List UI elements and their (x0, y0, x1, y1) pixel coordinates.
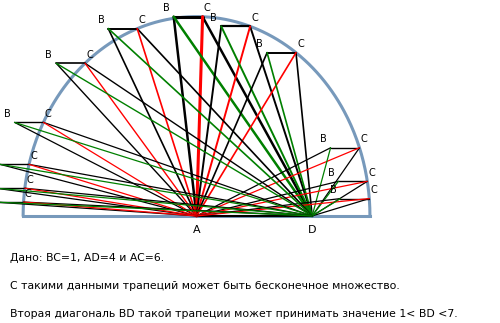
Text: C: C (368, 168, 376, 178)
Text: B: B (330, 185, 336, 195)
Text: C: C (370, 185, 377, 195)
Text: B: B (98, 15, 104, 25)
Text: D: D (308, 225, 316, 235)
Text: B: B (256, 39, 263, 49)
Text: C: C (86, 50, 93, 60)
Text: A: A (192, 225, 200, 235)
Text: C: C (360, 134, 368, 144)
Text: C: C (44, 109, 52, 119)
Text: C: C (26, 175, 33, 185)
Text: С такими данными трапеций может быть бесконечное множество.: С такими данными трапеций может быть бес… (10, 281, 400, 291)
Text: C: C (252, 13, 258, 23)
Text: B: B (46, 50, 52, 60)
Text: B: B (163, 3, 170, 13)
Text: Вторая диагональ BD такой трапеции может принимать значение 1< BD <7.: Вторая диагональ BD такой трапеции может… (10, 309, 458, 319)
Text: B: B (328, 168, 334, 178)
Text: B: B (210, 13, 217, 23)
Text: B: B (320, 134, 326, 144)
Text: C: C (138, 15, 145, 25)
Text: C: C (30, 151, 37, 161)
Text: Дано: BC=1, AD=4 и AC=6.: Дано: BC=1, AD=4 и AC=6. (10, 253, 164, 263)
Text: C: C (24, 189, 32, 199)
Text: C: C (204, 3, 210, 13)
Text: B: B (4, 109, 10, 119)
Text: C: C (297, 39, 304, 49)
